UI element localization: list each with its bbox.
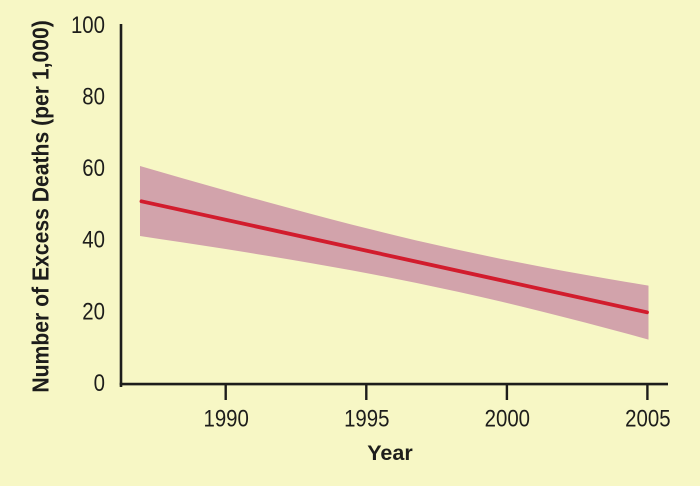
svg-text:2000: 2000 <box>485 405 530 432</box>
svg-text:Year: Year <box>367 441 413 465</box>
svg-text:100: 100 <box>71 11 105 38</box>
svg-text:60: 60 <box>82 155 105 182</box>
svg-text:20: 20 <box>82 298 105 325</box>
svg-text:80: 80 <box>82 83 105 110</box>
svg-text:Number of Excess Deaths (per 1: Number of Excess Deaths (per 1,000) <box>28 20 54 392</box>
svg-text:1990: 1990 <box>203 405 248 432</box>
svg-text:2005: 2005 <box>625 405 670 432</box>
svg-text:40: 40 <box>82 226 105 253</box>
svg-text:0: 0 <box>94 369 105 396</box>
svg-text:1995: 1995 <box>344 405 389 432</box>
